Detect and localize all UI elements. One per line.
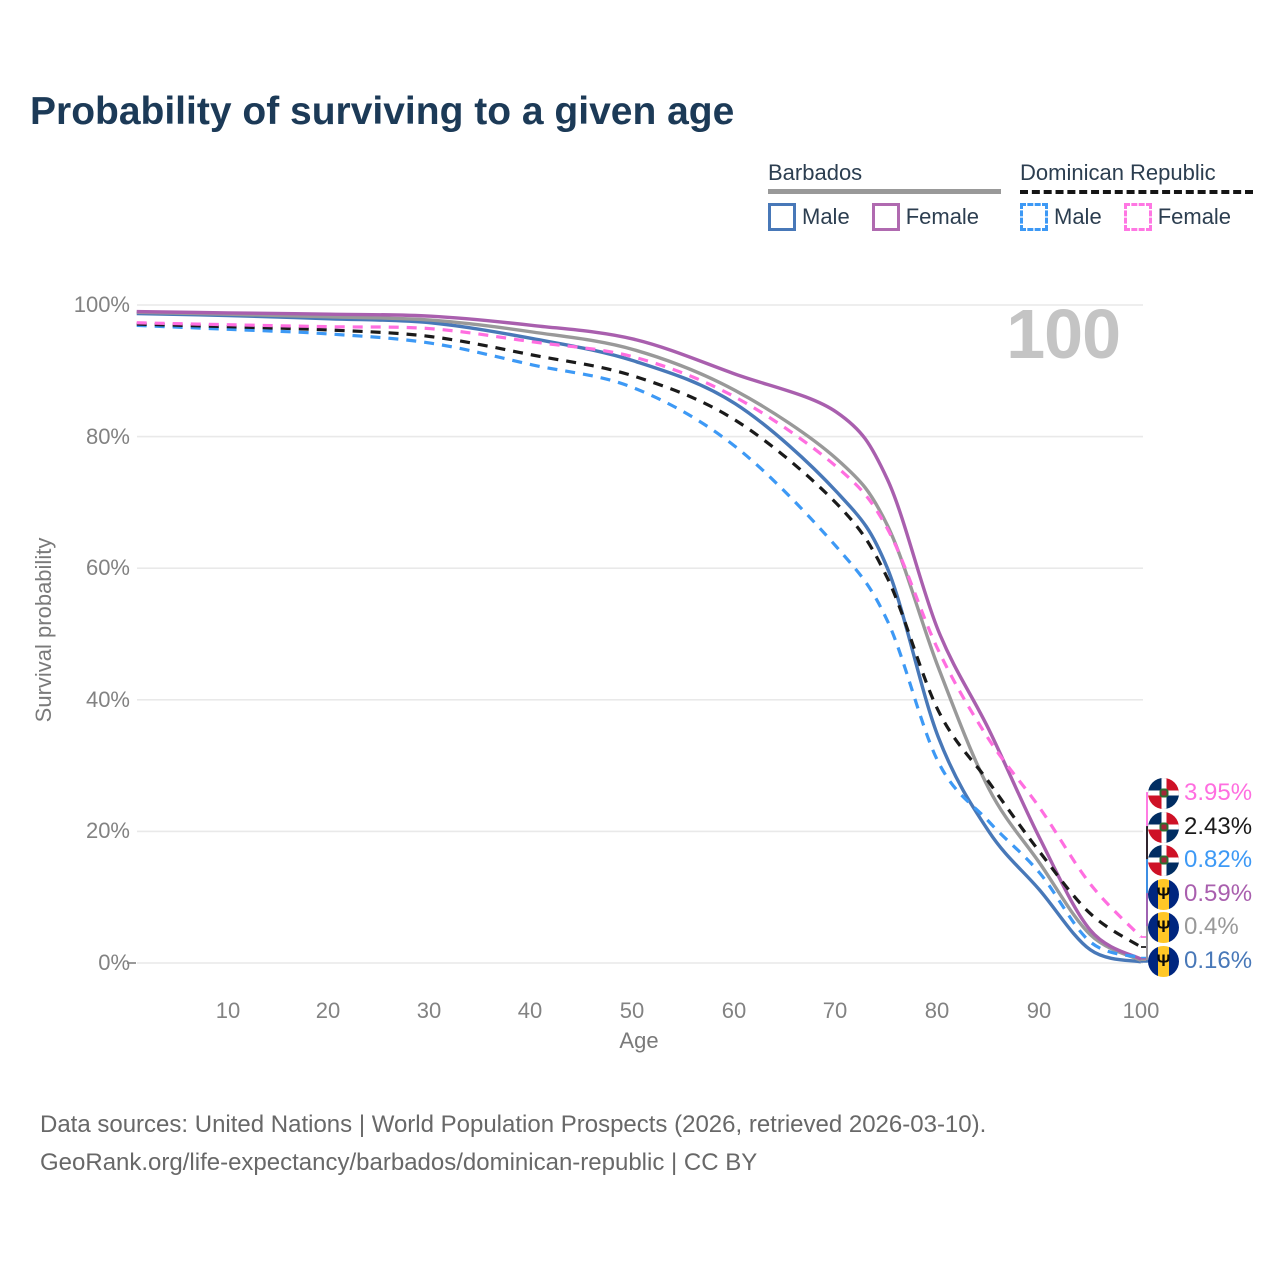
source-url-line: GeoRank.org/life-expectancy/barbados/dom… bbox=[40, 1149, 758, 1176]
x-axis-title: Age bbox=[619, 1028, 659, 1053]
curve-barbados-male[interactable] bbox=[136, 311, 1142, 964]
x-tick-20: 20 bbox=[315, 998, 341, 1023]
x-tick-60: 60 bbox=[721, 998, 747, 1023]
x-tick-80: 80 bbox=[924, 998, 950, 1023]
hover-age-watermark: 100 bbox=[1006, 295, 1121, 373]
x-tick-50: 50 bbox=[619, 998, 645, 1023]
dominican-republic-male-swatch bbox=[1020, 203, 1048, 231]
y-tick-60: 60% bbox=[85, 555, 130, 581]
barbados-flag-icon: Ψ bbox=[1148, 878, 1179, 910]
page-title: Probability of surviving to a given age bbox=[30, 90, 735, 133]
end-label-barbados-female[interactable]: Ψ 0.59% bbox=[1148, 878, 1253, 910]
legend-label-barbados-female: Female bbox=[905, 204, 980, 229]
footer-attribution: Data sources: United Nations | World Pop… bbox=[40, 1106, 986, 1182]
y-tick-100: 100% bbox=[73, 292, 130, 317]
y-tick-40: 40% bbox=[85, 686, 130, 712]
curve-barbados-both-sexes[interactable] bbox=[136, 310, 1142, 962]
x-tick-70: 70 bbox=[822, 998, 848, 1023]
legend-item-barbados-male[interactable]: Male bbox=[768, 203, 850, 231]
end-value: 3.95% bbox=[1184, 779, 1253, 806]
y-tick-0: 0% bbox=[98, 950, 130, 975]
legend-item-dominican-republic-male[interactable]: Male bbox=[1020, 203, 1102, 231]
dominican-republic-flag-icon bbox=[1148, 844, 1179, 876]
barbados-line-style-underline bbox=[768, 189, 1002, 194]
x-tick-30: 30 bbox=[416, 998, 442, 1023]
end-value: 0.4% bbox=[1184, 913, 1239, 940]
legend-country-barbados[interactable]: Barbados bbox=[768, 160, 863, 185]
end-label-barbados-both[interactable]: Ψ 0.4% bbox=[1148, 911, 1239, 943]
curve-dominican-republic-both-sexes[interactable] bbox=[136, 322, 1142, 949]
end-value: 0.82% bbox=[1184, 846, 1253, 873]
legend-label-dominican-republic-female: Female bbox=[1157, 204, 1232, 229]
x-tick-10: 10 bbox=[215, 998, 241, 1023]
dominican-republic-line-style-underline bbox=[1020, 190, 1254, 194]
legend-country-dominican-republic[interactable]: Dominican Republic bbox=[1020, 160, 1216, 185]
y-tick-80: 80% bbox=[85, 423, 130, 449]
curve-dominican-republic-male[interactable] bbox=[136, 323, 1142, 960]
end-label-dominican-republic-both[interactable]: 2.43% bbox=[1148, 811, 1253, 843]
curve-barbados-female[interactable] bbox=[136, 309, 1142, 961]
x-tick-100: 100 bbox=[1122, 998, 1160, 1023]
dominican-republic-flag-icon bbox=[1148, 777, 1179, 809]
curve-dominican-republic-female[interactable] bbox=[136, 321, 1143, 939]
legend-item-barbados-female[interactable]: Female bbox=[871, 203, 980, 231]
y-tick-20: 20% bbox=[85, 818, 130, 844]
barbados-female-swatch bbox=[871, 203, 900, 231]
end-value: 2.43% bbox=[1184, 813, 1253, 840]
end-label-dominican-republic-female[interactable]: 3.95% bbox=[1148, 777, 1253, 809]
end-value: 0.16% bbox=[1184, 947, 1253, 974]
barbados-flag-icon: Ψ bbox=[1148, 911, 1179, 943]
data-sources-line: Data sources: United Nations | World Pop… bbox=[40, 1111, 987, 1138]
legend-label-barbados-male: Male bbox=[802, 204, 850, 229]
legend-group-barbados: Barbados Male Female bbox=[768, 160, 1002, 231]
end-label-dominican-republic-male[interactable]: 0.82% bbox=[1148, 844, 1253, 876]
dominican-republic-flag-icon bbox=[1148, 811, 1179, 843]
x-tick-90: 90 bbox=[1026, 998, 1052, 1023]
end-label-barbados-male[interactable]: Ψ 0.16% bbox=[1148, 945, 1253, 977]
end-value: 0.59% bbox=[1184, 880, 1253, 907]
legend-group-dominican-republic: Dominican Republic Male Female bbox=[1020, 160, 1254, 231]
barbados-flag-icon: Ψ bbox=[1148, 945, 1179, 977]
legend-item-dominican-republic-female[interactable]: Female bbox=[1123, 203, 1232, 231]
x-tick-40: 40 bbox=[517, 998, 543, 1023]
legend-label-dominican-republic-male: Male bbox=[1054, 204, 1102, 229]
dominican-republic-female-swatch bbox=[1123, 203, 1152, 231]
barbados-male-swatch bbox=[768, 203, 796, 231]
